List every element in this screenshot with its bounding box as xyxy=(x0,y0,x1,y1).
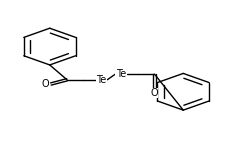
Text: O: O xyxy=(151,88,158,98)
Text: Te: Te xyxy=(116,69,126,79)
Text: Te: Te xyxy=(96,75,107,85)
Text: O: O xyxy=(41,79,49,89)
